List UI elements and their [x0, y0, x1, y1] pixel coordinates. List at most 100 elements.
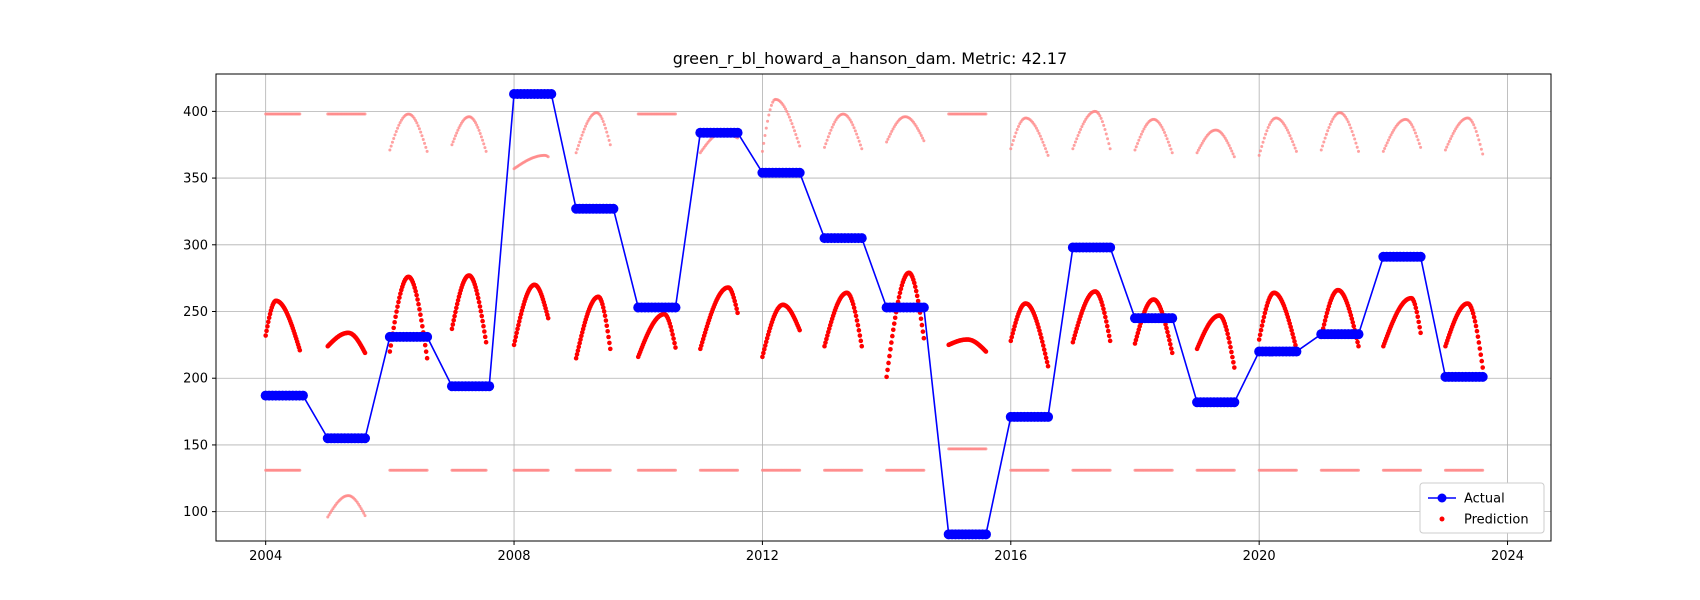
prediction-upper-point: [1445, 145, 1449, 149]
prediction-upper-point: [1284, 126, 1288, 130]
prediction-upper-point: [581, 130, 585, 134]
prediction-point: [733, 302, 738, 308]
prediction-point: [482, 334, 488, 340]
prediction-point: [1472, 319, 1478, 324]
prediction-upper-point: [823, 145, 827, 149]
prediction-upper-point: [1223, 136, 1227, 140]
prediction-point: [914, 293, 920, 299]
prediction-point: [483, 339, 489, 345]
prediction-point: [603, 318, 609, 323]
prediction-upper-point: [1351, 133, 1355, 137]
prediction-lower-point: [1419, 468, 1423, 472]
prediction-upper-point: [1042, 143, 1046, 147]
prediction-point: [1291, 335, 1296, 340]
prediction-point: [266, 315, 272, 321]
prediction-point: [413, 288, 418, 294]
prediction-upper-point: [1473, 126, 1477, 130]
prediction-upper-point: [1481, 152, 1485, 156]
prediction-upper-point: [782, 105, 786, 109]
prediction-upper-point: [1449, 137, 1453, 141]
prediction-point: [1351, 323, 1357, 329]
prediction-upper-point: [1413, 131, 1417, 135]
prediction-point: [1413, 305, 1419, 311]
prediction-upper-point: [855, 132, 859, 136]
prediction-upper-point: [575, 147, 579, 151]
prediction-lower-point: [1046, 468, 1050, 472]
prediction-upper-point: [1326, 129, 1330, 133]
prediction-point: [414, 292, 419, 298]
prediction-point: [1106, 333, 1112, 339]
prediction-point: [1477, 346, 1483, 351]
prediction-point: [858, 338, 864, 344]
prediction-point: [890, 333, 895, 339]
prediction-upper-point: [1160, 125, 1164, 129]
prediction-upper-point: [915, 126, 919, 130]
prediction-lower-point: [860, 468, 864, 472]
prediction-upper-point: [1106, 137, 1110, 141]
prediction-point: [889, 340, 894, 345]
prediction-point: [734, 306, 739, 312]
prediction-upper-point: [1260, 144, 1264, 148]
prediction-point: [1349, 316, 1355, 322]
prediction-upper-point: [1447, 139, 1451, 143]
prediction-point: [898, 286, 904, 292]
prediction-point: [601, 309, 607, 314]
prediction-point: [1470, 311, 1476, 316]
prediction-point: [1134, 334, 1140, 339]
prediction-upper-point: [397, 123, 401, 127]
prediction-upper-point: [477, 128, 481, 132]
prediction-upper-point: [1163, 131, 1167, 135]
prediction-point: [1167, 337, 1172, 343]
prediction-point: [1102, 310, 1107, 316]
prediction-point: [1132, 341, 1138, 346]
prediction-point: [1289, 328, 1294, 333]
prediction-point: [1229, 349, 1234, 355]
prediction-upper-point: [455, 131, 459, 135]
prediction-point: [387, 349, 393, 354]
prediction-upper-point: [1082, 120, 1086, 124]
prediction-upper-point: [1036, 129, 1040, 133]
prediction-upper-point: [456, 128, 460, 132]
plot-frame: [215, 73, 1552, 542]
prediction-upper-point: [1477, 138, 1481, 142]
prediction-point: [1225, 331, 1230, 337]
prediction-upper-point: [1165, 137, 1169, 141]
prediction-upper-point: [789, 118, 793, 122]
prediction-upper-point: [1478, 142, 1482, 146]
prediction-upper-point: [767, 113, 771, 117]
prediction-upper-point: [574, 151, 578, 155]
prediction-point: [1040, 343, 1046, 348]
prediction-point: [482, 329, 487, 334]
prediction-upper-point: [921, 136, 925, 140]
prediction-upper-point: [1258, 149, 1262, 153]
prediction-upper-point: [423, 141, 427, 145]
prediction-upper-point: [825, 138, 829, 142]
actual-point: [856, 233, 867, 244]
prediction-point: [1478, 352, 1484, 358]
prediction-point: [1133, 337, 1139, 343]
prediction-upper-point: [604, 126, 608, 130]
prediction-upper-point: [1452, 129, 1456, 133]
prediction-point: [983, 349, 989, 354]
prediction-upper-point: [419, 130, 423, 134]
prediction-upper-point: [1195, 151, 1199, 155]
prediction-upper-point: [919, 134, 923, 138]
prediction-point: [1228, 344, 1233, 350]
prediction-point: [513, 334, 519, 340]
prediction-point: [1224, 327, 1229, 333]
y-tick-label: 300: [183, 238, 208, 253]
prediction-upper-point: [1073, 140, 1077, 144]
prediction-point: [1322, 318, 1328, 323]
prediction-point: [1165, 329, 1170, 335]
prediction-point: [1100, 302, 1105, 308]
prediction-upper-point: [584, 124, 588, 128]
prediction-upper-point: [858, 143, 862, 147]
prediction-point: [396, 299, 401, 305]
prediction-point: [578, 337, 583, 342]
prediction-point: [423, 349, 429, 354]
prediction-point: [824, 336, 829, 342]
prediction-upper-point: [398, 121, 402, 125]
prediction-upper-point: [1079, 127, 1083, 131]
prediction-upper-point: [1346, 120, 1350, 124]
